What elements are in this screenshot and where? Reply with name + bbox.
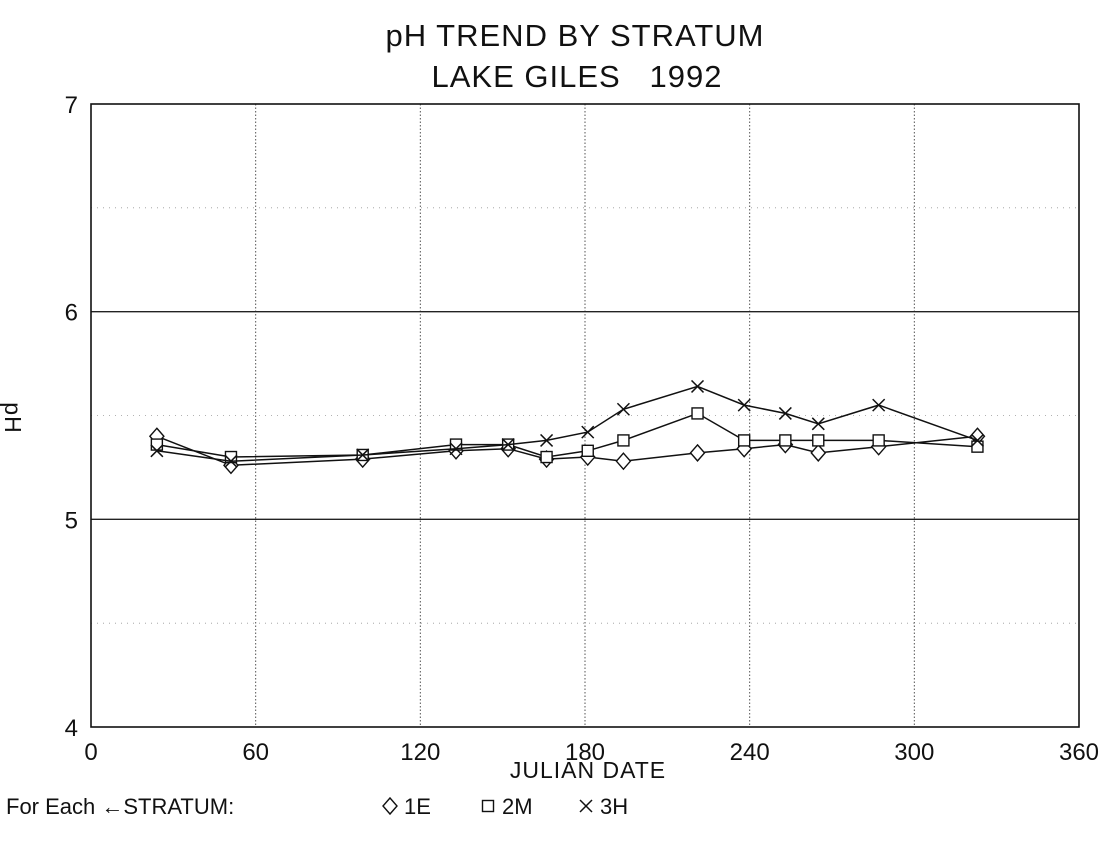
series-line-3H	[156, 385, 978, 462]
legend-prefix: For Each ←STRATUM:	[6, 794, 234, 819]
data-point-2M	[449, 438, 463, 451]
data-point-1E	[810, 443, 827, 462]
data-point-3H	[449, 442, 463, 456]
x-tick-label: 360	[1059, 739, 1099, 766]
data-point-2M	[581, 444, 594, 458]
x-tick-label: 300	[894, 739, 934, 766]
data-point-3H	[811, 417, 825, 431]
legend-label-3H: 3H	[600, 794, 628, 819]
y-tick-label: 7	[65, 92, 78, 119]
x-tick-label: 0	[84, 739, 97, 766]
legend: For Each ←STRATUM: 1E 2M 3H	[6, 794, 628, 819]
series-layer	[148, 379, 986, 475]
data-point-3H	[150, 444, 164, 458]
data-point-3H	[224, 454, 238, 468]
data-point-2M	[737, 434, 751, 447]
legend-label-2M: 2M	[502, 794, 533, 819]
data-point-2M	[617, 434, 630, 447]
chart-subtitle: LAKE GILES 1992	[431, 59, 722, 94]
series-line-2M	[156, 412, 978, 458]
x-tick-labels: 0 60 120 180 240 300 360	[84, 739, 1099, 766]
legend-label-1E: 1E	[404, 794, 431, 819]
data-point-2M	[540, 450, 553, 464]
y-tick-label: 5	[65, 507, 78, 534]
data-point-3H	[356, 448, 370, 462]
legend-items: 1E 2M 3H	[382, 794, 628, 819]
plot-frame	[90, 103, 1080, 728]
data-point-1E	[615, 452, 632, 471]
data-point-2M	[779, 434, 792, 447]
data-point-1E	[689, 443, 706, 462]
legend-marker-2M	[481, 799, 495, 813]
data-point-3H	[872, 398, 886, 412]
data-point-2M	[150, 438, 164, 451]
x-tick-label: 240	[730, 739, 770, 766]
data-point-2M	[691, 407, 704, 420]
legend-marker-3H	[579, 799, 593, 813]
chart-title: pH TREND BY STRATUM	[386, 18, 765, 53]
y-tick-label: 4	[65, 715, 78, 742]
series-1E	[148, 427, 986, 475]
data-point-3H	[581, 425, 595, 439]
data-point-3H	[501, 438, 515, 452]
x-tick-label: 60	[242, 739, 269, 766]
data-point-2M	[812, 434, 825, 447]
data-point-3H	[778, 406, 792, 420]
y-tick-labels: 4 5 6 7	[65, 92, 78, 742]
y-tick-label: 6	[65, 300, 78, 327]
data-point-3H	[690, 379, 705, 393]
data-point-2M	[224, 450, 238, 464]
x-axis-label: JULIAN DATE	[510, 757, 666, 783]
x-tick-label: 180	[565, 739, 605, 766]
data-point-3H	[540, 433, 554, 447]
series-2M	[150, 407, 984, 464]
data-point-3H	[737, 398, 751, 412]
data-point-2M	[971, 440, 984, 453]
data-point-3H	[616, 402, 630, 416]
data-point-2M	[872, 434, 885, 447]
x-tick-label: 120	[400, 739, 440, 766]
legend-marker-1E	[382, 796, 398, 816]
y-axis-label: pH	[0, 402, 26, 433]
series-3H	[150, 379, 984, 468]
grid-lines	[91, 104, 1079, 727]
data-point-3H	[970, 433, 984, 447]
